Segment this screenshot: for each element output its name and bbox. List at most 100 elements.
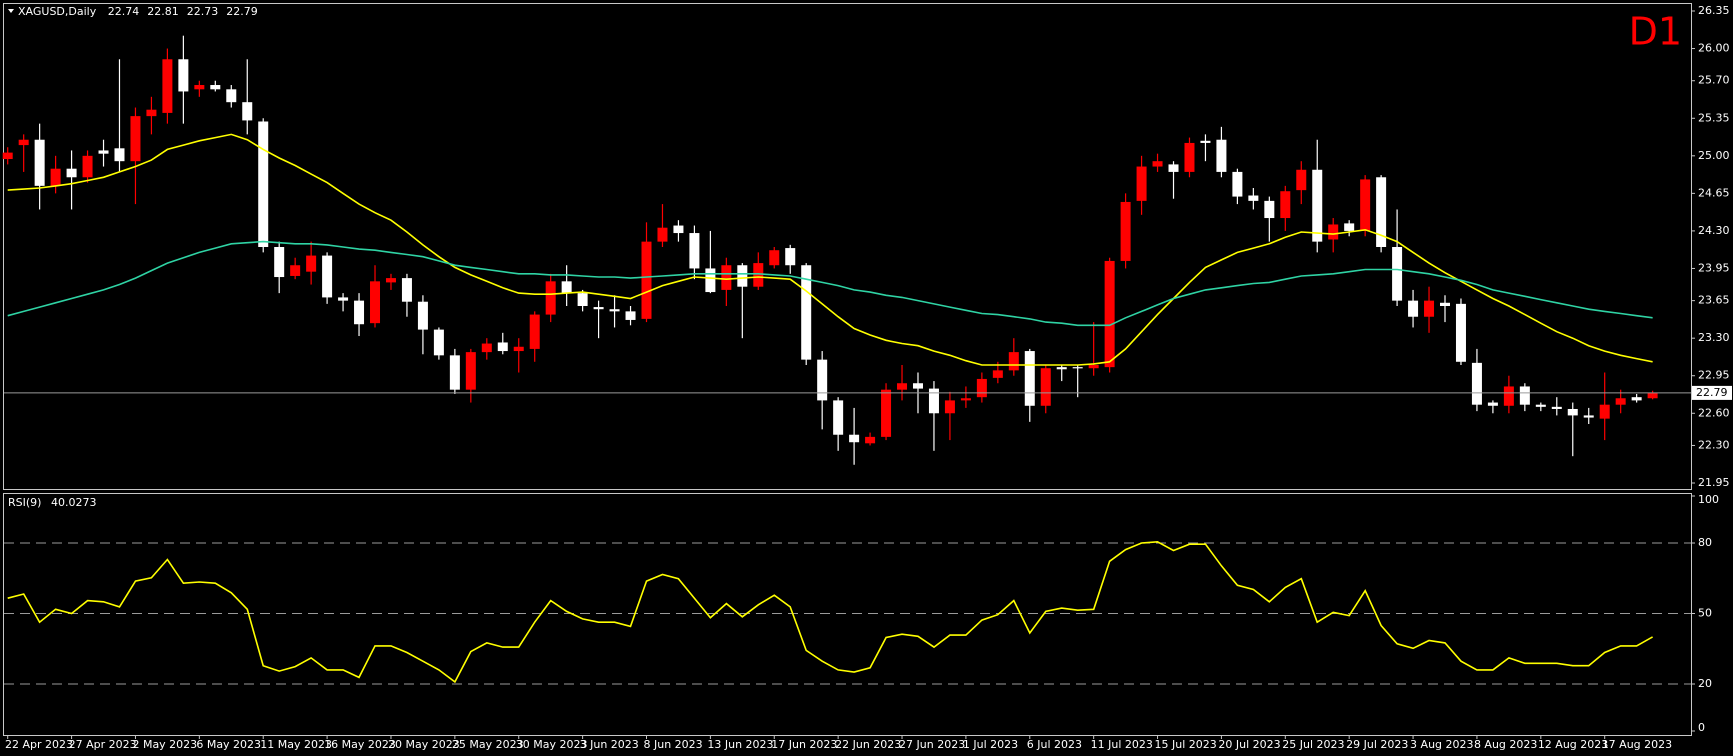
candle-body <box>465 352 476 390</box>
x-tick-label: 20 Jul 2023 <box>1218 738 1280 751</box>
candle-body <box>178 59 189 92</box>
y-tick-label: 22.30 <box>1698 438 1730 451</box>
x-tick-label: 11 Jul 2023 <box>1091 738 1153 751</box>
candle-body <box>1280 191 1291 219</box>
x-tick-label: 12 Aug 2023 <box>1538 738 1608 751</box>
candle-body <box>1471 362 1482 405</box>
candle-body <box>433 329 444 356</box>
y-tick-label: 22.60 <box>1698 406 1730 419</box>
x-tick-label: 29 Jul 2023 <box>1346 738 1408 751</box>
candle-body <box>737 265 748 287</box>
candle-body <box>849 434 860 443</box>
moving-average <box>7 133 1653 366</box>
candle-body <box>1487 402 1498 406</box>
x-tick-label: 17 Aug 2023 <box>1602 738 1672 751</box>
x-tick-label: 22 Apr 2023 <box>5 738 73 751</box>
x-tick-label: 3 Jun 2023 <box>580 738 639 751</box>
candle-body <box>785 248 796 266</box>
rsi-tick-label: 20 <box>1698 677 1712 690</box>
candle-body <box>1535 404 1546 407</box>
rsi-panel <box>3 493 1692 736</box>
last-price-box <box>1692 385 1732 400</box>
candle-body <box>1040 368 1051 406</box>
y-tick-label: 24.65 <box>1698 186 1730 199</box>
rsi-title: RSI(9) <box>8 496 41 509</box>
y-tick-label: 24.30 <box>1698 224 1730 237</box>
candle-body <box>944 400 955 414</box>
candle-body <box>497 342 508 352</box>
candle-body <box>370 281 381 324</box>
x-tick-label: 20 May 2023 <box>388 738 460 751</box>
y-tick-label: 25.35 <box>1698 111 1730 124</box>
y-tick-label: 25.00 <box>1698 149 1730 162</box>
candle-body <box>545 281 556 315</box>
candle-body <box>960 398 971 401</box>
rsi-tick-label: 50 <box>1698 607 1712 620</box>
candle-body <box>753 263 764 287</box>
candle-body <box>1631 397 1642 401</box>
candle-body <box>1424 300 1435 317</box>
rsi-line <box>7 540 1653 684</box>
rsi-tick-label: 80 <box>1698 536 1712 549</box>
candle-body <box>82 155 93 178</box>
candle-body <box>1136 166 1147 201</box>
candle-body <box>385 278 396 283</box>
y-tick-label: 26.00 <box>1698 42 1730 55</box>
candle-body <box>1152 161 1163 167</box>
rsi-tick-label: 0 <box>1698 721 1705 734</box>
symbol-menu-arrow[interactable] <box>8 9 14 13</box>
candle-body <box>1392 247 1403 301</box>
x-tick-label: 1 Jul 2023 <box>963 738 1018 751</box>
y-tick-label: 23.65 <box>1698 294 1730 307</box>
candle-body <box>1503 386 1514 406</box>
candle-body <box>1248 195 1259 201</box>
candle-body <box>976 378 987 398</box>
y-tick-label: 26.35 <box>1698 4 1730 17</box>
candle-body <box>833 400 844 435</box>
y-tick-label: 23.95 <box>1698 261 1730 274</box>
candle-body <box>18 139 29 146</box>
candle-body <box>481 343 492 353</box>
candle-body <box>1072 367 1083 369</box>
candle-body <box>625 311 636 320</box>
x-tick-label: 30 May 2023 <box>516 738 588 751</box>
candle-body <box>1440 302 1450 306</box>
candle-body <box>1376 177 1387 247</box>
candle-body <box>1567 408 1578 416</box>
y-tick-label: 25.70 <box>1698 74 1730 87</box>
candle-body <box>146 109 157 117</box>
candle-body <box>1344 223 1355 231</box>
candle-body <box>1599 404 1610 419</box>
candle-body <box>1264 200 1275 219</box>
header-high: 22.81 <box>147 5 179 18</box>
candle-body <box>258 121 269 247</box>
candle-body <box>354 300 365 325</box>
candle-body <box>593 307 604 310</box>
candle-body <box>1615 398 1626 405</box>
candle-body <box>401 278 412 302</box>
candle-body <box>50 168 61 186</box>
candle-body <box>1296 169 1307 191</box>
y-tick-label: 22.95 <box>1698 369 1730 382</box>
x-tick-label: 6 Jul 2023 <box>1027 738 1082 751</box>
symbol-title: XAGUSD,Daily <box>18 5 97 18</box>
header-close: 22.79 <box>226 5 258 18</box>
candle-body <box>1184 142 1195 172</box>
candle-body <box>769 250 780 266</box>
x-tick-label: 27 Apr 2023 <box>69 738 137 751</box>
y-tick-label: 21.95 <box>1698 476 1730 489</box>
x-tick-label: 8 Aug 2023 <box>1474 738 1537 751</box>
candle-body <box>513 346 524 352</box>
candle-body <box>897 383 908 390</box>
candle-body <box>1088 365 1099 369</box>
x-tick-label: 25 Jul 2023 <box>1282 738 1344 751</box>
candle-body <box>1551 406 1562 409</box>
last-price-label: 22.79 <box>1696 386 1728 399</box>
x-tick-label: 15 Jul 2023 <box>1155 738 1217 751</box>
x-tick-label: 6 May 2023 <box>196 738 261 751</box>
candle-body <box>689 233 700 269</box>
candle-body <box>1360 179 1371 231</box>
moving-average <box>7 240 1653 327</box>
